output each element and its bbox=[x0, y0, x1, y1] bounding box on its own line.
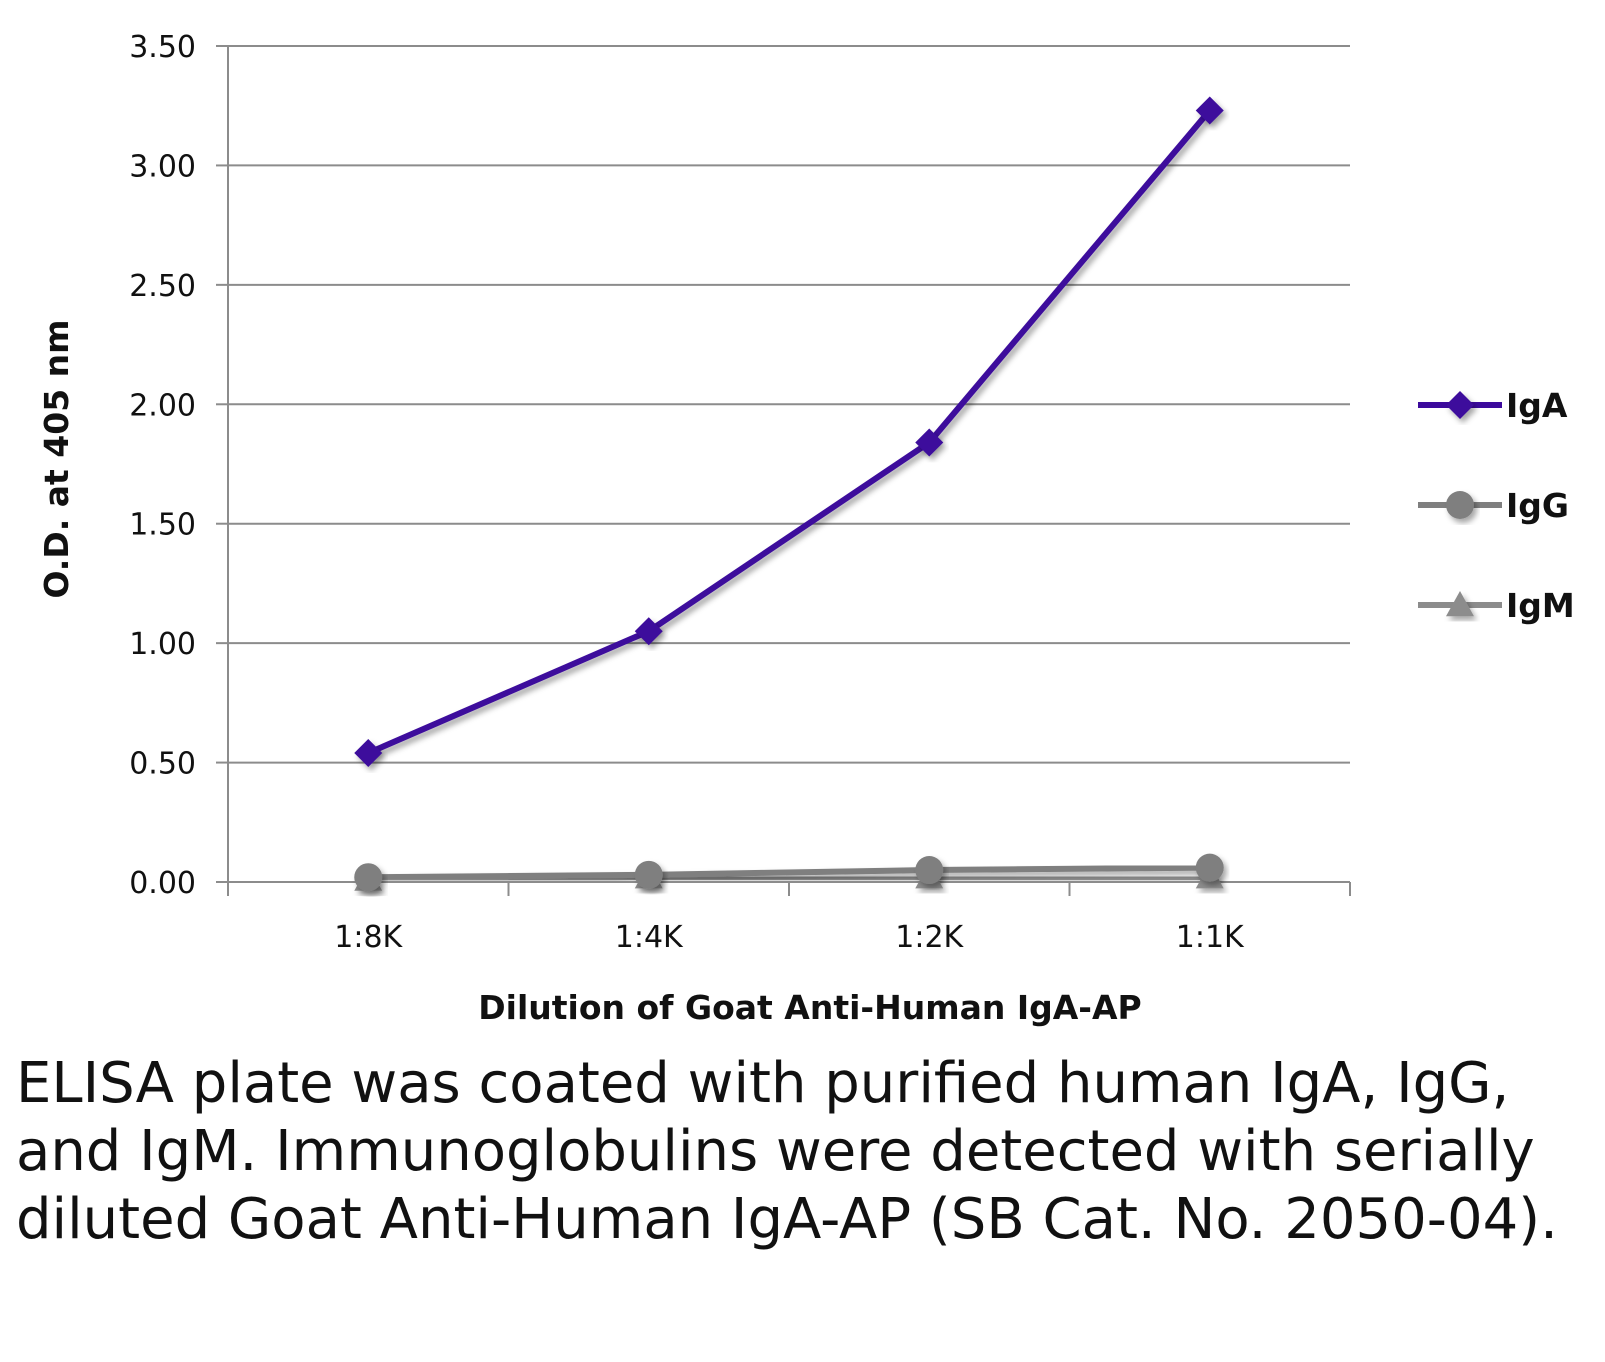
legend-marker-iga bbox=[1446, 391, 1474, 419]
legend-label-iga: IgA bbox=[1506, 386, 1568, 425]
y-tick-label: 2.50 bbox=[129, 269, 196, 304]
y-tick-label: 2.00 bbox=[129, 388, 196, 423]
axes: 0.00 0.50 1.00 1.50 2.00 2.50 3.00 3.50 1:8K 1:4K… bbox=[129, 30, 1351, 955]
series-line-iga bbox=[367, 108, 1213, 756]
y-tick-label: 1.00 bbox=[129, 627, 196, 662]
x-axis-title: Dilution of Goat Anti-Human IgA-AP bbox=[478, 988, 1141, 1027]
y-axis-title: O.D. at 405 nm bbox=[37, 319, 76, 598]
x-tick-label: 1:1K bbox=[1176, 920, 1245, 955]
legend-marker-igg bbox=[1446, 491, 1474, 519]
y-tick-label: 0.50 bbox=[129, 747, 196, 782]
data-point-igg bbox=[634, 860, 663, 889]
data-point-iga bbox=[634, 617, 663, 646]
gridlines bbox=[228, 45, 1350, 764]
legend: IgA IgG IgM bbox=[1418, 386, 1575, 625]
data-series bbox=[354, 96, 1224, 892]
figure-caption: ELISA plate was coated with purified hum… bbox=[16, 1051, 1558, 1252]
data-point-igg bbox=[915, 856, 944, 885]
y-tick-label: 0.00 bbox=[129, 866, 196, 901]
series-line-igg bbox=[368, 864, 1210, 881]
legend-label-igg: IgG bbox=[1506, 486, 1569, 525]
y-tick-label: 3.50 bbox=[129, 30, 196, 65]
x-tick-label: 1:2K bbox=[895, 920, 964, 955]
elisa-line-chart: 0.00 0.50 1.00 1.50 2.00 2.50 3.00 3.50 1:8K 1:4K… bbox=[37, 30, 1575, 1027]
data-point-igg bbox=[354, 863, 383, 892]
data-point-iga bbox=[915, 428, 944, 457]
y-tick-label: 1.50 bbox=[129, 508, 196, 543]
data-point-igg bbox=[1195, 853, 1224, 882]
x-tick-label: 1:8K bbox=[334, 920, 403, 955]
legend-marker-igm bbox=[1446, 591, 1474, 617]
x-tick-label: 1:4K bbox=[615, 920, 684, 955]
data-point-iga bbox=[354, 739, 383, 768]
legend-label-igm: IgM bbox=[1506, 586, 1575, 625]
y-tick-label: 3.00 bbox=[129, 149, 196, 184]
data-point-iga bbox=[1195, 96, 1224, 125]
